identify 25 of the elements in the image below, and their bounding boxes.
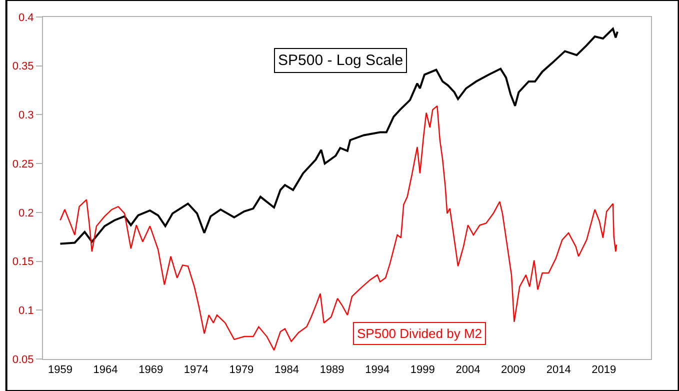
y-tick-label: 0.05 bbox=[12, 354, 34, 366]
series-label: SP500 - Log Scale bbox=[278, 52, 404, 69]
y-tick-label: 0.1 bbox=[18, 304, 34, 317]
x-tick-label: 1979 bbox=[229, 364, 254, 376]
x-tick-label: 2004 bbox=[456, 364, 480, 376]
x-tick-label: 1984 bbox=[274, 364, 299, 376]
x-tick-label: 1959 bbox=[48, 364, 72, 376]
x-tick-label: 1974 bbox=[184, 364, 208, 376]
x-tick-label: 1969 bbox=[138, 364, 164, 376]
x-tick-label: 2009 bbox=[501, 364, 526, 376]
x-tick-label: 1999 bbox=[410, 364, 435, 376]
x-tick-label: 1994 bbox=[365, 364, 390, 376]
y-tick-label: 0.35 bbox=[12, 60, 34, 73]
series-label: SP500 Divided by M2 bbox=[357, 326, 482, 341]
x-tick-label: 2019 bbox=[592, 364, 616, 376]
line-series bbox=[60, 105, 618, 351]
y-tick-label: 0.3 bbox=[18, 110, 34, 122]
line-series bbox=[59, 28, 618, 245]
x-tick-label: 2014 bbox=[546, 364, 571, 376]
x-tick-label: 1964 bbox=[93, 364, 118, 376]
y-tick-label: 0.4 bbox=[18, 12, 34, 24]
x-tick-label: 1989 bbox=[320, 364, 344, 376]
y-tick-label: 0.25 bbox=[12, 158, 34, 170]
y-tick-label: 0.15 bbox=[12, 256, 34, 268]
y-tick-label: 0.2 bbox=[18, 207, 34, 220]
